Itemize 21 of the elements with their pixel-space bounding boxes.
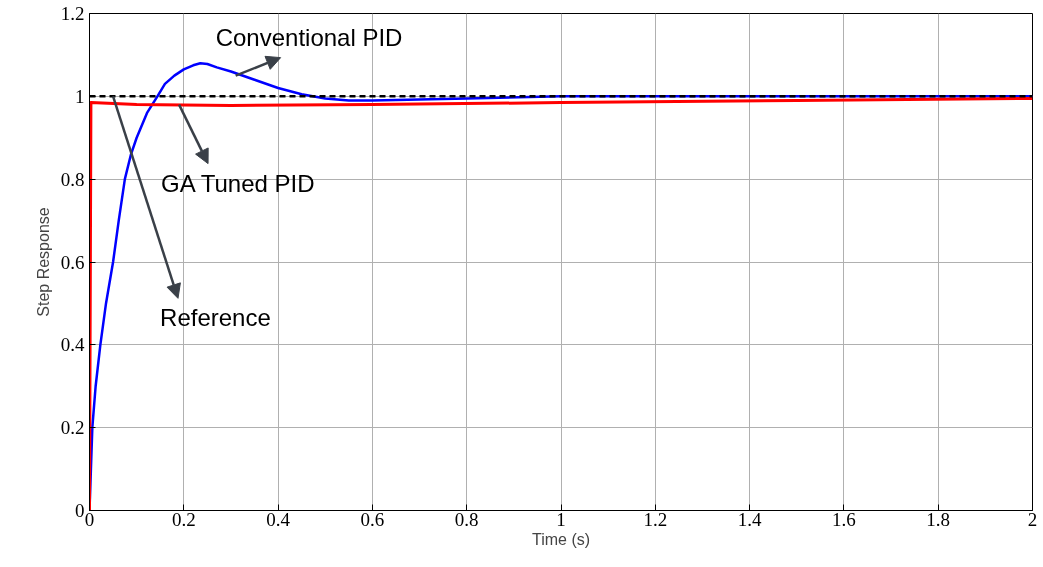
y-tick-label: 0.4 — [60, 334, 85, 356]
y-axis-title: Step Response — [34, 207, 52, 317]
y-tick-label: 1 — [75, 85, 85, 107]
x-tick-label: 0.8 — [454, 508, 479, 530]
annotation: Conventional PID — [215, 23, 403, 51]
annotation: Reference — [160, 304, 271, 332]
y-tick-label: 0.2 — [60, 417, 85, 439]
x-axis-title: Time (s) — [531, 530, 591, 548]
x-tick-label: 1.4 — [737, 508, 762, 530]
y-tick-label: 1.2 — [60, 3, 85, 24]
x-tick-label: 1.2 — [643, 508, 668, 530]
x-tick-label: 1 — [556, 508, 566, 530]
y-tick-label: 0.8 — [60, 168, 85, 190]
x-tick-label: 1.6 — [832, 508, 856, 530]
x-tick-label: 0.6 — [360, 508, 385, 530]
x-tick-label: 0.4 — [266, 508, 291, 530]
x-tick-label: 0.2 — [171, 508, 196, 530]
annotation: GA Tuned PID — [161, 169, 315, 197]
y-tick-label: 0.6 — [60, 251, 85, 273]
x-tick-label: 1.8 — [926, 508, 951, 530]
x-tick-label: 2 — [1027, 508, 1038, 530]
